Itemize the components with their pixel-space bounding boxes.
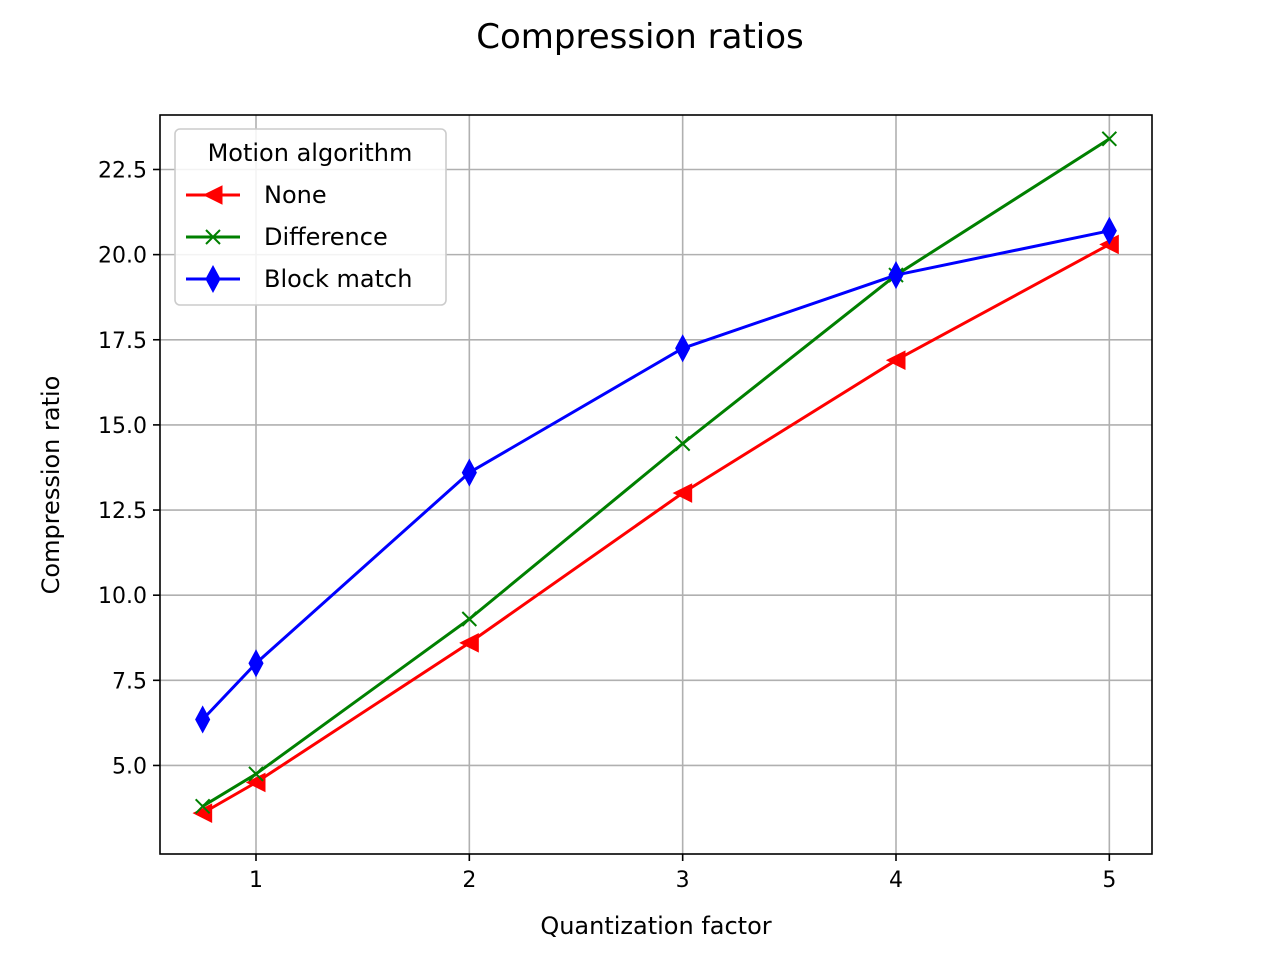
x-axis-label: Quantization factor xyxy=(540,912,771,940)
series-line-difference xyxy=(201,137,1111,808)
x-tick-label: 1 xyxy=(249,868,263,893)
y-tick-label: 17.5 xyxy=(98,329,147,354)
data-point-block-match xyxy=(248,649,264,678)
legend-entry-none: None xyxy=(186,181,327,209)
x-tick-label: 5 xyxy=(1102,868,1116,893)
legend-label: Difference xyxy=(264,223,388,251)
x-tick-label: 4 xyxy=(889,868,903,893)
x-tick-label: 3 xyxy=(676,868,690,893)
data-point-none xyxy=(885,350,906,371)
series-difference xyxy=(194,131,1118,815)
data-point-block-match xyxy=(195,705,211,734)
data-point-none xyxy=(192,803,213,823)
data-point-block-match xyxy=(888,261,904,290)
x-axis-ticks: 1 2 3 4 5 xyxy=(249,854,1116,893)
legend-label: None xyxy=(264,181,327,209)
chart-title: Compression ratios xyxy=(476,17,804,57)
series-none xyxy=(192,234,1119,823)
legend-label: Block match xyxy=(264,265,412,293)
legend-marker xyxy=(205,264,221,294)
y-axis-ticks: 5.0 7.5 10.0 12.5 15.0 17.5 20.0 22.5 xyxy=(98,158,160,779)
data-point-difference xyxy=(194,798,211,815)
data-point-block-match xyxy=(1101,216,1117,245)
y-tick-label: 10.0 xyxy=(98,584,147,609)
legend-entry-difference: Difference xyxy=(186,223,388,251)
data-point-none xyxy=(672,483,693,503)
legend-marker xyxy=(205,229,221,245)
legend-box xyxy=(174,128,447,306)
y-tick-label: 15.0 xyxy=(98,414,147,439)
legend-entry-block-match: Block match xyxy=(186,264,412,294)
legend-entries: None Difference Block match xyxy=(186,181,412,294)
y-tick-label: 20.0 xyxy=(98,244,147,269)
y-tick-label: 5.0 xyxy=(112,754,147,779)
data-point-block-match xyxy=(675,334,691,363)
series-layer xyxy=(192,131,1119,823)
data-point-difference xyxy=(248,766,264,782)
series-line-block-match xyxy=(201,229,1110,721)
plot-area-frame xyxy=(159,114,1153,855)
data-point-difference xyxy=(674,435,691,452)
data-point-none xyxy=(459,633,479,653)
data-point-block-match xyxy=(461,458,477,487)
data-point-difference xyxy=(1101,131,1118,147)
legend: Motion algorithm None Difference Block mat… xyxy=(174,128,447,306)
legend-marker xyxy=(202,185,223,205)
y-tick-label: 12.5 xyxy=(98,499,147,524)
legend-title: Motion algorithm xyxy=(208,139,413,167)
data-point-difference xyxy=(461,611,478,627)
y-tick-label: 22.5 xyxy=(98,158,147,183)
y-tick-label: 7.5 xyxy=(112,669,147,694)
x-tick-label: 2 xyxy=(462,868,476,893)
series-block-match xyxy=(195,216,1117,734)
y-axis-label: Compression ratio xyxy=(37,376,65,595)
series-line-none xyxy=(201,243,1111,815)
